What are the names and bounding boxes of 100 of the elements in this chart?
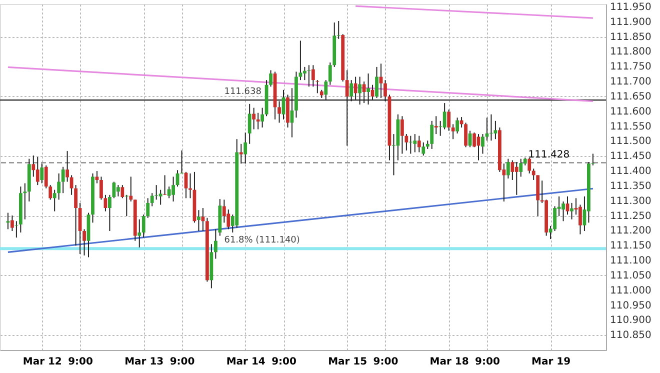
y-tick-label: 111.300	[610, 196, 652, 207]
y-tick-label: 111.400	[610, 166, 652, 178]
candlestick	[116, 184, 120, 197]
x-tick-label: Mar 13	[124, 356, 164, 368]
candlestick	[104, 194, 108, 212]
y-tick-label: 111.550	[610, 121, 652, 132]
candlestick	[451, 124, 455, 140]
candlestick	[442, 102, 446, 130]
x-tick-label: 9:00	[170, 356, 195, 368]
candlestick	[404, 134, 408, 151]
y-tick-label: 111.800	[610, 46, 652, 58]
y-tick-label: 111.100	[610, 256, 652, 267]
candlestick	[23, 182, 27, 220]
y-tick-label: 111.050	[610, 270, 652, 282]
candlestick	[494, 120, 498, 140]
candlestick	[413, 134, 417, 153]
candlestick	[302, 66, 306, 81]
y-tick-label: 111.950	[610, 2, 652, 13]
candlestick	[167, 186, 171, 199]
candlestick	[447, 109, 451, 132]
candlestick	[252, 107, 256, 130]
candlestick	[578, 204, 582, 235]
candlestick	[66, 150, 70, 182]
x-tick-label: 9:00	[68, 356, 94, 368]
candlestick	[70, 174, 74, 196]
candlestick	[226, 209, 230, 230]
candlestick	[311, 64, 315, 88]
y-tick-label: 111.750	[610, 62, 652, 73]
y-tick-label: 110.850	[610, 330, 652, 342]
candlestick	[40, 163, 44, 184]
candlestick	[197, 210, 200, 232]
candlestick	[269, 70, 272, 88]
candlestick	[172, 176, 175, 202]
candlestick	[456, 117, 459, 134]
candlestick	[430, 120, 434, 150]
candlestick	[375, 66, 378, 98]
candlestick	[434, 116, 438, 135]
y-tick-label: 111.200	[610, 226, 652, 237]
candlestick	[100, 176, 103, 200]
candlestick	[214, 228, 218, 260]
candlestick	[36, 156, 40, 186]
candlestick	[188, 172, 192, 199]
candlestick	[150, 192, 154, 207]
candlestick	[566, 196, 570, 216]
candlestick	[154, 184, 158, 200]
candlestick	[570, 202, 574, 220]
x-tick-label: 9:00	[373, 356, 398, 368]
x-tick-label: Mar 12	[22, 356, 62, 368]
candlestick	[417, 135, 421, 153]
candlestick	[278, 100, 281, 124]
candlestick	[384, 80, 387, 102]
x-tick-label: 9:00	[475, 356, 500, 368]
candlestick	[256, 112, 260, 130]
y-tick-label: 111.850	[610, 32, 652, 43]
candlestick	[366, 73, 370, 106]
y-tick-label: 111.250	[610, 210, 652, 222]
candlestick	[248, 103, 252, 144]
candlestick	[422, 142, 426, 156]
candlestick	[510, 160, 514, 180]
candlestick	[138, 218, 142, 248]
candlestick	[562, 200, 565, 222]
candlestick	[239, 143, 243, 164]
y-tick-label: 111.350	[610, 180, 652, 192]
candlestick	[6, 212, 10, 230]
candlestick	[112, 181, 116, 199]
candlestick	[146, 198, 150, 218]
candlestick	[260, 107, 264, 128]
candlestick	[354, 76, 358, 100]
candlestick	[142, 214, 146, 238]
candlestick	[506, 158, 510, 179]
y-tick-label: 111.450	[610, 151, 652, 162]
candlestick	[82, 228, 86, 256]
candlestick	[222, 199, 226, 224]
candlestick	[48, 184, 52, 200]
x-tick-label: 9:00	[272, 356, 296, 368]
candlestick	[95, 170, 99, 184]
y-tick-label: 110.950	[610, 300, 652, 312]
ref-line-label: 61.8% (111.140)	[224, 236, 300, 246]
candlestick	[519, 158, 523, 178]
y-tick-label: 111.150	[610, 240, 652, 252]
candlestick	[464, 122, 468, 148]
candlestick	[328, 62, 332, 86]
candlestick	[400, 116, 404, 154]
candlestick	[244, 132, 248, 164]
candlestick	[52, 189, 56, 212]
candlestick	[362, 81, 366, 104]
candlestick	[324, 80, 328, 100]
candlestick	[532, 168, 536, 180]
candlestick	[345, 70, 349, 146]
candlestick	[44, 164, 48, 189]
candlestick	[350, 80, 354, 102]
y-tick-label: 111.900	[610, 16, 652, 28]
candlestick	[108, 194, 112, 232]
x-tick-label: Mar 15	[328, 356, 368, 368]
ref-line-label: 111.428	[528, 150, 570, 161]
candlestick	[514, 162, 518, 196]
y-tick-label: 111.500	[610, 136, 652, 148]
y-tick-label: 111.650	[610, 91, 652, 102]
candlestick	[472, 132, 476, 148]
candlestick	[57, 172, 61, 200]
